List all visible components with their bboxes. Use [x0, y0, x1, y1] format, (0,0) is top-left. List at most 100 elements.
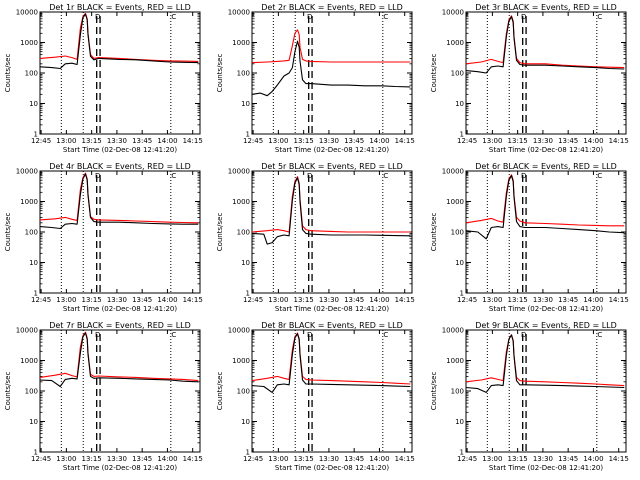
x-tick-label: 12:45 — [31, 296, 51, 304]
x-tick-label: 13:45 — [132, 296, 152, 304]
plot-frame — [39, 11, 201, 135]
panel-title: Det 2r BLACK = Events, RED = LLD — [261, 3, 403, 12]
y-tick-label: 1 — [34, 449, 38, 457]
x-tick-label: 13:30 — [319, 296, 339, 304]
y-tick-label: 10000 — [16, 168, 38, 176]
x-tick-label: 14:00 — [583, 137, 603, 145]
y-axis-label: Counts/sec — [430, 372, 438, 411]
series-line-events — [39, 13, 199, 70]
x-tick-label: 14:15 — [609, 137, 629, 145]
y-tick-label: 10000 — [228, 168, 250, 176]
x-tick-label: 14:00 — [369, 296, 389, 304]
x-axis-label: Start Time (02-Dec-08 12:41:20) — [63, 464, 177, 472]
y-tick-label: 1000 — [446, 357, 464, 365]
series-line-events — [39, 173, 199, 230]
marker-symbol: D — [95, 331, 100, 339]
y-tick-label: 1 — [246, 131, 250, 139]
y-tick-label: 10 — [455, 100, 464, 108]
y-tick-label: 1000 — [446, 198, 464, 206]
y-tick-label: 10000 — [442, 327, 464, 335]
x-tick-label: 14:15 — [183, 455, 203, 463]
detector-panel-3r: Det 3r BLACK = Events, RED = LLD 12:45 13:… — [430, 3, 629, 154]
x-tick-label: 13:15 — [508, 296, 528, 304]
panel-title: Det 7r BLACK = Events, RED = LLD — [49, 321, 191, 330]
y-tick-label: 10 — [241, 259, 250, 267]
x-axis-label: Start Time (02-Dec-08 12:41:20) — [63, 146, 177, 154]
x-tick-label: 13:30 — [107, 137, 127, 145]
x-tick-label: 13:00 — [482, 137, 502, 145]
marker-symbol: D — [95, 13, 100, 21]
x-tick-label: 13:15 — [294, 296, 314, 304]
x-tick-label: 13:00 — [56, 137, 76, 145]
x-axis-label: Start Time (02-Dec-08 12:41:20) — [489, 464, 603, 472]
y-tick-label: 1000 — [20, 357, 38, 365]
series-line-events — [39, 332, 199, 388]
panel-title: Det 3r BLACK = Events, RED = LLD — [475, 3, 617, 12]
detector-panel-9r: Det 9r BLACK = Events, RED = LLD 12:45 13:… — [430, 321, 629, 472]
x-tick-label: 13:00 — [482, 455, 502, 463]
x-tick-label: 13:45 — [558, 455, 578, 463]
x-tick-label: 14:15 — [395, 137, 415, 145]
marker-symbol: C — [597, 331, 602, 339]
x-tick-label: 13:30 — [319, 455, 339, 463]
marker-symbol: C — [597, 13, 602, 21]
x-tick-label: 13:45 — [558, 296, 578, 304]
x-tick-label: 12:45 — [31, 137, 51, 145]
marker-symbol: D — [521, 172, 526, 180]
series-line-events — [251, 177, 411, 245]
y-tick-label: 1000 — [232, 357, 250, 365]
plot-frame — [39, 170, 201, 294]
detector-panel-4r: Det 4r BLACK = Events, RED = LLD 12:45 13:… — [4, 162, 203, 313]
x-tick-label: 13:00 — [268, 296, 288, 304]
detector-panel-7r: Det 7r BLACK = Events, RED = LLD 12:45 13:… — [4, 321, 203, 472]
y-tick-label: 10000 — [228, 9, 250, 17]
panel-title: Det 5r BLACK = Events, RED = LLD — [261, 162, 403, 171]
x-tick-label: 13:30 — [533, 137, 553, 145]
series-line-events — [251, 40, 411, 97]
x-tick-label: 14:15 — [395, 455, 415, 463]
series-line-lld — [39, 331, 199, 382]
marker-symbol: D — [95, 172, 100, 180]
x-tick-label: 13:30 — [533, 296, 553, 304]
y-tick-label: 1000 — [20, 198, 38, 206]
x-tick-label: 13:45 — [132, 455, 152, 463]
detector-panel-1r: Det 1r BLACK = Events, RED = LLD 12:45 13:… — [4, 3, 203, 154]
y-tick-label: 10 — [455, 259, 464, 267]
y-tick-label: 1 — [246, 449, 250, 457]
series-line-lld — [465, 174, 625, 227]
x-axis-label: Start Time (02-Dec-08 12:41:20) — [275, 146, 389, 154]
detector-panel-2r: Det 2r BLACK = Events, RED = LLD 12:45 13:… — [216, 3, 415, 154]
x-tick-label: 13:45 — [344, 296, 364, 304]
x-tick-label: 12:45 — [31, 455, 51, 463]
x-tick-label: 14:00 — [157, 455, 177, 463]
x-tick-label: 14:00 — [157, 296, 177, 304]
x-tick-label: 13:15 — [82, 455, 102, 463]
plot-frame — [251, 329, 413, 453]
y-tick-label: 1 — [246, 290, 250, 298]
x-tick-label: 13:30 — [107, 296, 127, 304]
plot-frame — [39, 329, 201, 453]
x-tick-label: 13:15 — [294, 137, 314, 145]
y-tick-label: 100 — [451, 70, 464, 78]
y-axis-label: Counts/sec — [216, 213, 224, 252]
plot-frame — [465, 329, 627, 453]
y-axis-label: Counts/sec — [216, 54, 224, 93]
marker-symbol: D — [521, 331, 526, 339]
y-tick-label: 10 — [29, 100, 38, 108]
y-tick-label: 10 — [455, 418, 464, 426]
y-axis-label: Counts/sec — [430, 54, 438, 93]
x-tick-label: 12:45 — [243, 296, 263, 304]
y-tick-label: 1 — [460, 449, 464, 457]
x-tick-label: 13:45 — [344, 137, 364, 145]
x-tick-label: 13:15 — [508, 455, 528, 463]
panel-title: Det 4r BLACK = Events, RED = LLD — [49, 162, 191, 171]
y-tick-label: 10 — [241, 418, 250, 426]
y-tick-label: 1 — [460, 131, 464, 139]
y-tick-label: 100 — [237, 388, 250, 396]
y-tick-label: 100 — [451, 229, 464, 237]
y-tick-label: 10 — [29, 418, 38, 426]
marker-symbol: D — [307, 331, 312, 339]
x-axis-label: Start Time (02-Dec-08 12:41:20) — [275, 305, 389, 313]
plot-frame — [465, 11, 627, 135]
marker-symbol: C — [383, 331, 388, 339]
